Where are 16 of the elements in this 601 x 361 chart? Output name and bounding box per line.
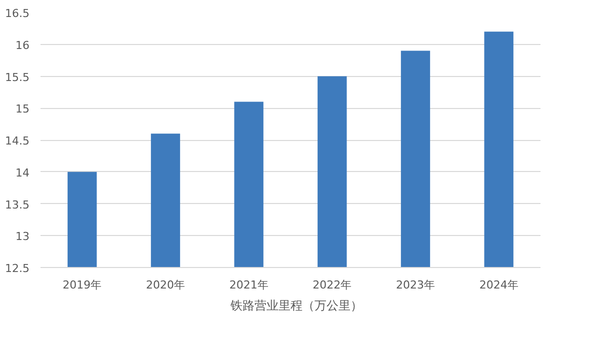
y-tick-label: 15 — [16, 102, 30, 116]
x-tick-label: 2021年 — [229, 278, 268, 292]
y-tick-label: 14 — [16, 166, 30, 180]
y-tick-label: 15.5 — [5, 70, 30, 84]
x-tick-label: 2022年 — [312, 278, 352, 292]
x-tick-label: 2019年 — [62, 278, 102, 292]
y-tick-label: 13 — [16, 230, 30, 244]
y-tick-label: 14.5 — [5, 134, 30, 148]
y-tick-label: 12.5 — [5, 262, 30, 275]
x-tick-label: 2024年 — [479, 278, 518, 292]
text: 铁路营业里程（万公里） — [230, 298, 362, 314]
y-tick-label: 16.5 — [5, 7, 30, 20]
y-tick-label: 13.5 — [5, 198, 30, 212]
x-tick-label: 2020年 — [146, 278, 186, 292]
y-tick-label: 16 — [16, 38, 30, 52]
x-tick-label: 2023年 — [396, 278, 436, 292]
